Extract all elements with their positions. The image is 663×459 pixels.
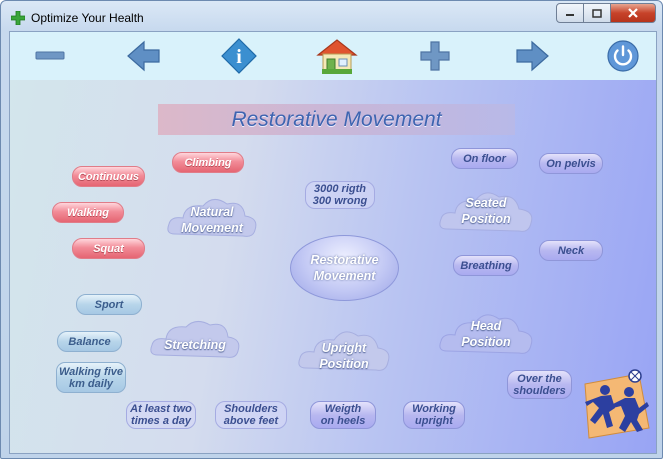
head-position-cloud[interactable]	[437, 307, 535, 357]
over-the-shoulders-pill[interactable]: Over the shoulders	[507, 370, 572, 399]
info-button[interactable]: i	[219, 38, 259, 74]
continuous-pill[interactable]: Continuous	[72, 166, 145, 187]
svg-text:i: i	[236, 46, 242, 68]
neck-pill[interactable]: Neck	[539, 240, 603, 261]
minimize-icon	[566, 14, 574, 16]
power-icon	[607, 40, 639, 72]
working-upright-pill[interactable]: Working upright	[403, 401, 465, 429]
natural-movement-label: Natural Movement	[181, 205, 243, 235]
restorative-movement-label: Restorative Movement	[310, 253, 379, 283]
climbing-pill[interactable]: Climbing	[172, 152, 244, 173]
minus-icon	[35, 51, 65, 60]
squat-pill[interactable]: Squat	[72, 238, 145, 259]
walking-five-km-pill[interactable]: Walking five km daily	[56, 362, 126, 393]
weigth-on-heels-pill[interactable]: Weigth on heels	[310, 401, 376, 429]
add-button[interactable]	[415, 38, 455, 74]
collapse-button[interactable]	[30, 38, 70, 74]
seated-position-cloud[interactable]	[437, 185, 535, 235]
arrow-right-icon	[516, 40, 549, 72]
maximize-icon	[592, 8, 602, 18]
upright-position-cloud[interactable]	[296, 324, 392, 374]
sport-figures-image	[584, 369, 650, 439]
breathing-pill[interactable]: Breathing	[453, 255, 519, 276]
sport-pill[interactable]: Sport	[76, 294, 142, 315]
window-title: Optimize Your Health	[31, 11, 144, 25]
forward-button[interactable]	[512, 38, 552, 74]
minimize-button[interactable]	[556, 3, 584, 23]
upright-position-label: Upright Position	[319, 341, 369, 371]
arrow-left-icon	[127, 40, 160, 72]
on-pelvis-pill[interactable]: On pelvis	[539, 153, 603, 174]
walking-pill[interactable]: Walking	[52, 202, 124, 223]
at-least-two-times-pill[interactable]: At least two times a day	[126, 401, 196, 429]
balance-pill[interactable]: Balance	[57, 331, 122, 352]
topic-banner: Restorative Movement	[158, 104, 515, 135]
stretching-cloud[interactable]	[148, 315, 242, 361]
home-icon	[316, 39, 358, 74]
window-controls	[556, 3, 656, 23]
seated-position-label: Seated Position	[461, 196, 511, 226]
restorative-movement-node[interactable]: Restorative Movement	[290, 235, 399, 301]
stretching-label: Stretching	[164, 338, 226, 352]
plus-icon	[420, 41, 450, 71]
topic-title: Restorative Movement	[231, 107, 442, 131]
shoulders-above-feet-pill[interactable]: Shoulders above feet	[215, 401, 287, 429]
info-icon: i	[221, 38, 257, 74]
3000-right-300-wrong-pill[interactable]: 3000 rigth 300 wrong	[305, 181, 375, 209]
close-button[interactable]	[611, 3, 656, 23]
toolbar: i	[10, 32, 656, 80]
home-button[interactable]	[313, 38, 361, 74]
close-icon	[628, 8, 638, 18]
natural-movement-cloud[interactable]	[165, 192, 259, 242]
head-position-label: Head Position	[461, 319, 511, 349]
on-floor-pill[interactable]: On floor	[451, 148, 518, 169]
main-canvas: i	[9, 31, 657, 454]
title-bar[interactable]: Optimize Your Health	[1, 1, 662, 31]
back-button[interactable]	[124, 38, 164, 74]
maximize-button[interactable]	[584, 3, 611, 23]
power-button[interactable]	[603, 38, 643, 74]
health-cross-icon	[11, 11, 25, 25]
